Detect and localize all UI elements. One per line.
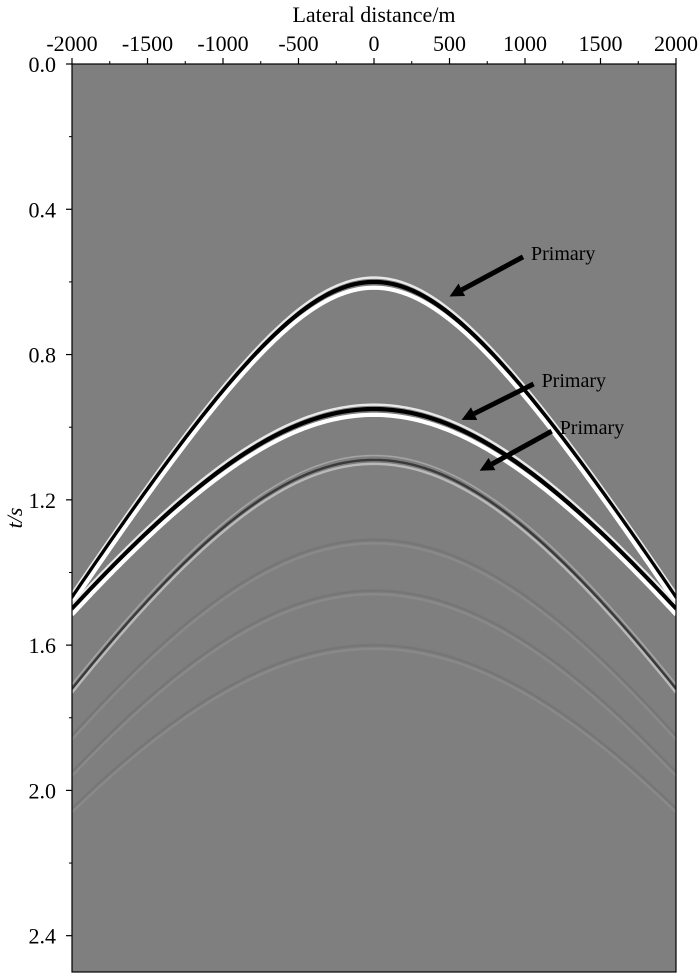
x-tick-label: 1000 (503, 31, 547, 56)
event-1-precursor (72, 276, 676, 595)
event-2-peak (72, 412, 676, 617)
y-tick-label: 0.8 (29, 343, 57, 368)
annotations: Primary Primary Primary (449, 243, 624, 471)
y-tick-label: 1.2 (29, 488, 57, 513)
x-tick-label: -500 (278, 31, 318, 56)
primary-reflections (72, 276, 676, 694)
annotation-arrow-head (461, 407, 478, 420)
x-tick-label: 2000 (654, 31, 698, 56)
y-axis-title: t/s (2, 508, 27, 529)
plot-background (72, 64, 676, 972)
x-tick-label: 1500 (579, 31, 623, 56)
x-tick-label: -2000 (46, 31, 97, 56)
y-tick-label: 0.4 (29, 197, 57, 222)
event-3-precursor (72, 454, 676, 685)
faint-event-2 (72, 589, 676, 773)
faint-reflections (72, 538, 676, 813)
y-tick-label: 2.4 (29, 924, 57, 949)
annotation-arrow-shaft (490, 429, 553, 467)
faint-event-1 (72, 538, 676, 737)
annotation-arrow-head (479, 457, 496, 471)
y-axis-ticks: 0.0 0.4 0.8 1.2 1.6 2.0 2.4 (29, 52, 72, 949)
x-axis-ticks: -2000 -1500 -1000 -500 0 500 1000 1500 2000 (46, 31, 698, 64)
event-2-precursor (72, 403, 676, 606)
y-tick-label: 0.0 (29, 52, 57, 77)
annotation-arrow-shaft (460, 254, 525, 293)
faint-event-1-peak (72, 542, 676, 741)
faint-event-2-peak (72, 593, 676, 777)
x-tick-label: 0 (369, 31, 380, 56)
event-1-peak (72, 285, 676, 605)
annotation-label: Primary (531, 243, 595, 265)
annotation-arrow-head (449, 283, 466, 297)
annotation-label: Primary (560, 417, 624, 439)
x-tick-label: -1500 (122, 31, 173, 56)
event-1-trough (72, 279, 676, 600)
event-3-peak (72, 462, 676, 694)
faint-event-3 (72, 644, 676, 810)
y-tick-label: 2.0 (29, 778, 57, 803)
x-tick-label: -1000 (197, 31, 248, 56)
y-tick-label: 1.6 (29, 633, 57, 658)
event-3-trough (72, 458, 676, 690)
event-2-trough (72, 406, 676, 611)
annotation-arrow-shaft (472, 381, 535, 416)
x-tick-label: 500 (433, 31, 466, 56)
x-axis-title: Lateral distance/m (292, 2, 455, 27)
faint-event-3-peak (72, 647, 676, 813)
annotation-label: Primary (542, 370, 606, 392)
